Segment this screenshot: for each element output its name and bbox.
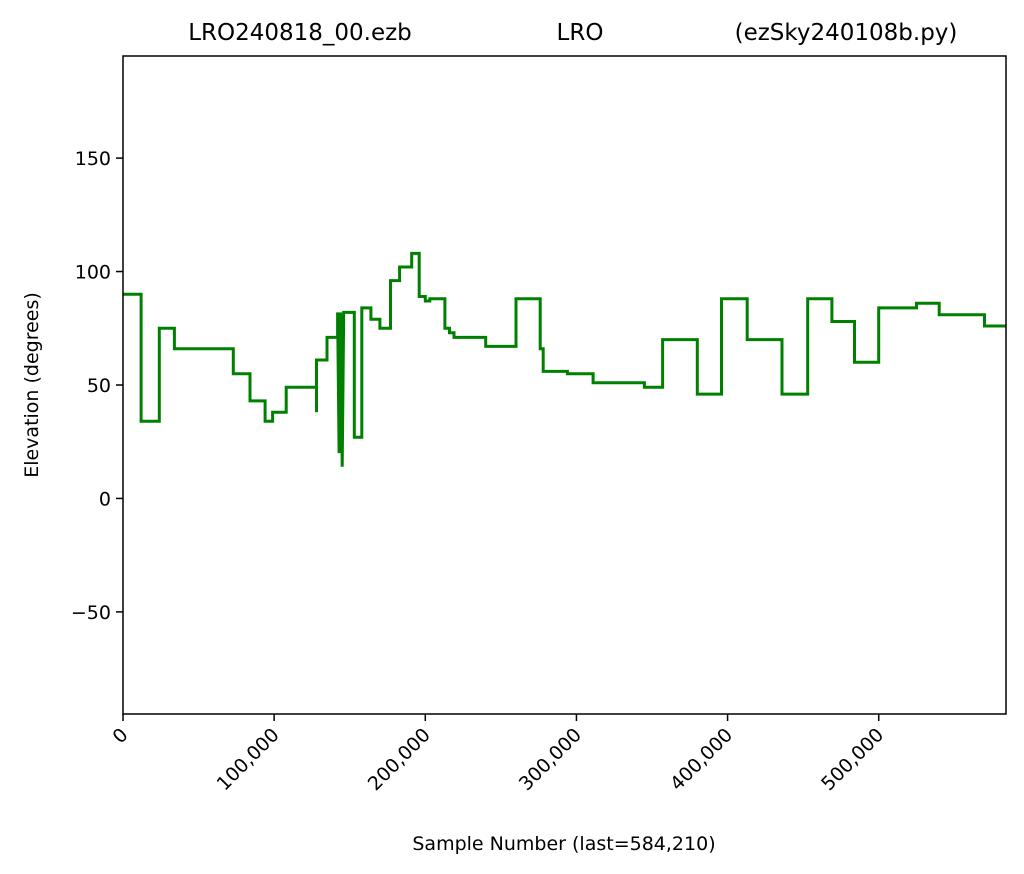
title-station: LRO — [557, 20, 604, 46]
x-tick-label: 100,000 — [213, 724, 284, 795]
chart-title: LRO240818_00.ezb LRO (ezSky240108b.py) — [188, 20, 957, 46]
plot-frame — [122, 55, 1007, 715]
x-tick-label: 400,000 — [666, 724, 737, 795]
y-axis-label: Elevation (degrees) — [21, 292, 43, 478]
x-axis-label: Sample Number (last=584,210) — [412, 833, 715, 855]
x-tick-label: 500,000 — [817, 724, 888, 795]
x-tick-label: 0 — [108, 724, 132, 748]
x-axis: 0 100,000 200,000 300,000 400,000 500,000 — [108, 714, 888, 795]
y-tick-label: −50 — [71, 602, 111, 624]
y-tick-label: 0 — [99, 488, 111, 510]
plot-area — [123, 251, 1006, 467]
y-tick-label: 100 — [75, 262, 111, 284]
title-filename: LRO240818_00.ezb — [188, 20, 412, 46]
series-line-0 — [123, 251, 1006, 467]
y-tick-label: 50 — [87, 375, 111, 397]
x-tick-label: 200,000 — [364, 724, 435, 795]
y-axis: −50 0 50 100 150 — [71, 148, 123, 624]
x-tick-label: 300,000 — [515, 724, 586, 795]
title-script: (ezSky240108b.py) — [735, 20, 958, 46]
y-tick-label: 150 — [75, 148, 111, 170]
